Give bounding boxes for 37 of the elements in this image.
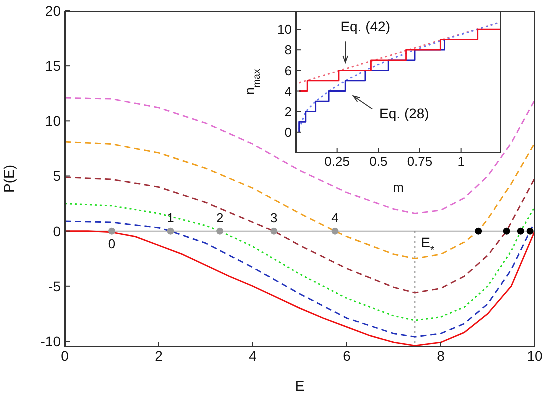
y-tick-label: -10: [40, 333, 62, 350]
x-axis-title: m: [393, 180, 404, 195]
annotation: 3: [270, 210, 278, 226]
line-series: [65, 141, 535, 260]
line-series: [65, 176, 535, 294]
x-tick-label: 6: [343, 348, 352, 364]
x-tick-label: 0.5: [370, 154, 388, 170]
annotation: 2: [216, 210, 224, 226]
x-tick-label: 2: [155, 348, 164, 364]
annotation: Eq. (42): [340, 18, 391, 35]
y-tick-label: 8: [284, 42, 292, 58]
y-tick-label: 15: [45, 58, 62, 74]
annotation: 0: [108, 236, 116, 252]
y-tick-label: 0: [53, 223, 62, 240]
annotation: Eq. (28): [380, 105, 430, 122]
x-tick-label: 0.75: [407, 154, 433, 170]
y-tick-label: 10: [45, 113, 62, 130]
x-axis-title: E: [295, 378, 305, 394]
line-series: [65, 97, 535, 214]
x-tick-label: 8: [437, 348, 446, 364]
x-tick-label: 4: [249, 348, 258, 364]
x-tick-label: 1: [458, 154, 465, 170]
y-tick-label: -5: [48, 278, 62, 294]
y-tick-label: 4: [284, 84, 292, 99]
x-tick-label: 10: [527, 348, 543, 364]
y-tick-label: 0: [284, 125, 292, 140]
y-tick-label: 6: [284, 63, 292, 78]
ref-line-label: E$_{*}$: [421, 234, 435, 256]
y-tick-label: 10: [278, 22, 292, 38]
y-axis-title: P(E): [1, 165, 17, 193]
y-tick-label: 2: [284, 104, 292, 120]
annotation: 1: [167, 210, 174, 226]
x-tick-label: 0.25: [324, 154, 350, 170]
y-tick-label: 5: [53, 168, 62, 184]
y-tick-label: 20: [45, 2, 62, 19]
annotation: 4: [332, 210, 339, 226]
line-series: [65, 203, 535, 322]
